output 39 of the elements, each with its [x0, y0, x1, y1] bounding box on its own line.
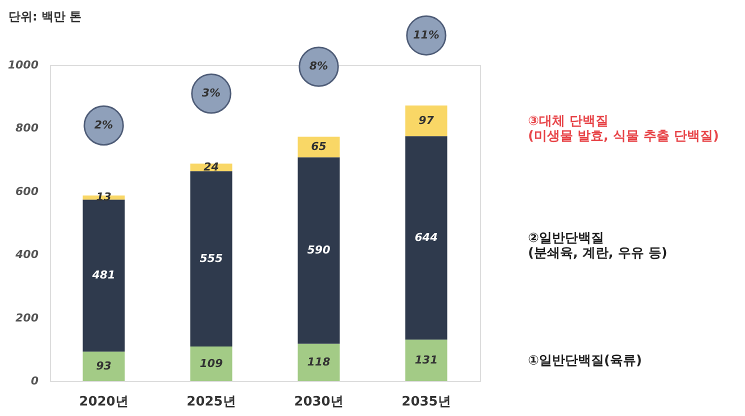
bar — [298, 157, 340, 344]
text: 11% — [413, 28, 440, 42]
y-axis-title: 단위: 백만 톤 — [8, 10, 82, 24]
y-tick-label: 200 — [16, 311, 39, 324]
text: ②일반단백질 (분쇄육, 계란, 우유 등) — [528, 230, 668, 261]
x-tick-label: 2020년 — [79, 394, 128, 410]
bar — [82, 200, 125, 352]
data-label: 555 — [200, 252, 224, 265]
data-label: 24 — [204, 160, 219, 174]
x-tick-label: 2035년 — [402, 394, 451, 410]
data-label: 109 — [200, 356, 224, 370]
annotation: 2% — [94, 118, 114, 132]
y-tick-label: 600 — [16, 184, 39, 198]
bar — [405, 105, 448, 136]
annotation: 8% — [309, 60, 328, 73]
bar — [82, 352, 125, 381]
bar — [405, 136, 448, 340]
y-tick-label: 400 — [14, 248, 39, 262]
y-tick-label: 800 — [16, 122, 39, 135]
data-label: 131 — [414, 353, 438, 366]
text: ③대체 단백질 (미생물 발효, 식물 추출 단백질) — [528, 114, 719, 144]
bar — [190, 346, 232, 381]
data-label: 65 — [311, 140, 327, 153]
text: ①일반단백질(육류) — [528, 353, 642, 368]
bar — [190, 171, 232, 347]
data-label: 644 — [414, 230, 438, 244]
bar — [405, 340, 448, 381]
annotation: 3% — [202, 86, 221, 100]
data-label: 93 — [96, 359, 112, 372]
data-label: 590 — [307, 243, 331, 256]
data-label: 481 — [91, 268, 116, 282]
bar — [298, 344, 340, 381]
y-tick-label: 1000 — [8, 58, 39, 72]
x-tick-label: 2030년 — [294, 394, 344, 410]
data-label: 118 — [307, 355, 331, 368]
data-label: 97 — [418, 114, 434, 127]
x-tick-label: 2025년 — [186, 394, 236, 410]
y-tick-label: 0 — [30, 374, 39, 388]
bar — [298, 136, 340, 158]
